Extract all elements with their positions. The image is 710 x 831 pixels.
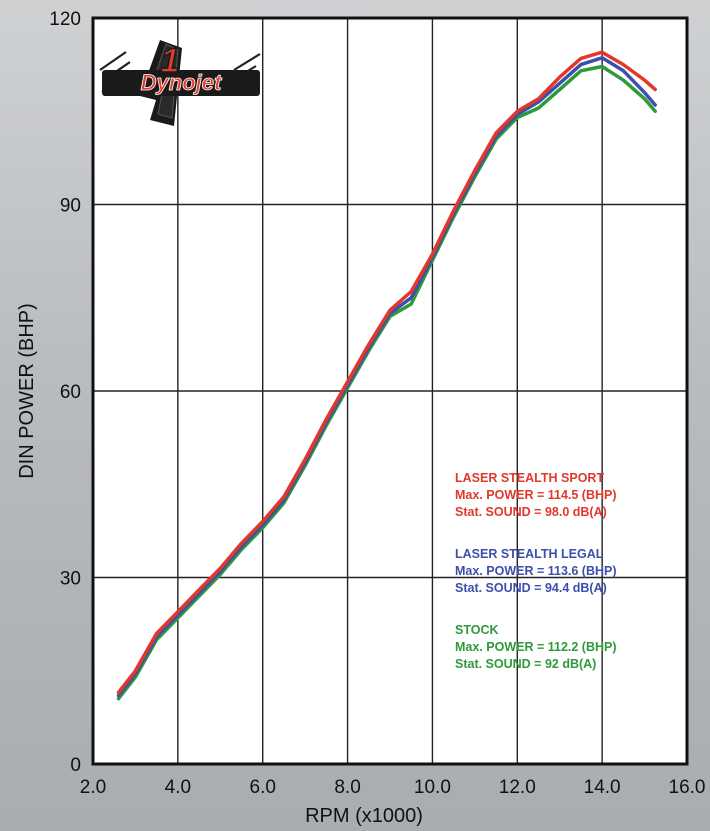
annotation-line: LASER STEALTH SPORT	[455, 471, 604, 485]
annotation-line: Max. POWER = 112.2 (BHP)	[455, 640, 617, 654]
x-tick-label: 4.0	[165, 777, 191, 798]
x-tick-label: 6.0	[250, 777, 276, 798]
x-tick-label: 14.0	[584, 777, 621, 798]
annotation-line: Max. POWER = 113.6 (BHP)	[455, 564, 617, 578]
y-tick-label: 120	[49, 9, 81, 30]
plot-border	[91, 16, 689, 766]
logo-numeral: 1	[161, 42, 180, 80]
x-tick-label: 2.0	[80, 777, 106, 798]
annotation-line: LASER STEALTH LEGAL	[455, 547, 604, 561]
annotation-line: Stat. SOUND = 94.4 dB(A)	[455, 581, 607, 595]
annotation-line: Max. POWER = 114.5 (BHP)	[455, 488, 617, 502]
annotation-line: Stat. SOUND = 92 dB(A)	[455, 657, 596, 671]
x-axis-title: RPM (x1000)	[305, 805, 423, 827]
annotation-line: Stat. SOUND = 98.0 dB(A)	[455, 505, 607, 519]
y-tick-label: 30	[60, 569, 81, 590]
y-tick-label: 0	[70, 755, 81, 776]
y-tick-label: 90	[60, 196, 81, 217]
y-tick-label: 60	[60, 382, 81, 403]
x-tick-label: 16.0	[669, 777, 706, 798]
x-tick-label: 12.0	[499, 777, 536, 798]
dynojet-logo: Dynojet 1	[99, 40, 261, 126]
tick-labels: 2.0 4.0 6.0 8.0 10.0 12.0 14.0 16.0 0 30 60 90 120	[49, 9, 705, 798]
logo-text: Dynojet	[141, 70, 223, 95]
legend-annotations: LASER STEALTH SPORT Max. POWER = 114.5 (B…	[455, 471, 617, 671]
x-tick-label: 10.0	[414, 777, 451, 798]
x-tick-label: 8.0	[334, 777, 360, 798]
series-line-laser-stealth-sport	[116, 50, 657, 695]
series-layer	[116, 50, 657, 701]
y-axis-title: DIN POWER (BHP)	[16, 303, 38, 479]
annotation-line: STOCK	[455, 623, 499, 637]
